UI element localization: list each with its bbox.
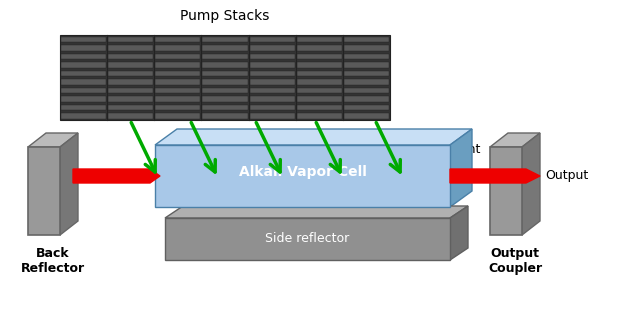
Bar [155,71,200,76]
Bar [28,147,60,235]
Bar [250,96,295,101]
Bar [61,105,106,110]
Text: Alkali Vapor Cell: Alkali Vapor Cell [238,165,366,179]
Bar [155,62,200,67]
Bar [297,113,342,118]
Bar [61,96,106,101]
Bar [108,105,154,110]
Bar [202,37,248,42]
Bar [344,105,389,110]
Bar [155,54,200,59]
Text: Pump Light: Pump Light [410,144,480,157]
Bar [344,37,389,42]
Bar [155,79,200,84]
Polygon shape [28,133,78,147]
Bar [250,71,295,76]
Bar [61,54,106,59]
Bar [155,45,200,50]
Bar [155,105,200,110]
Text: Output
Coupler: Output Coupler [488,247,542,275]
Bar [155,96,200,101]
Text: Side reflector: Side reflector [265,232,349,245]
Bar [108,71,154,76]
Bar [108,88,154,93]
Bar [250,62,295,67]
Bar [297,62,342,67]
Bar [202,45,248,50]
Bar [297,105,342,110]
Bar [297,96,342,101]
Bar [108,54,154,59]
Bar [297,54,342,59]
Bar [61,71,106,76]
Bar [297,88,342,93]
Polygon shape [522,133,540,235]
Bar [250,113,295,118]
Bar [250,79,295,84]
Polygon shape [450,206,468,260]
Bar [165,218,450,260]
Polygon shape [450,129,472,207]
Bar [202,62,248,67]
Bar [108,113,154,118]
FancyArrow shape [450,169,540,183]
Bar [297,45,342,50]
Bar [61,62,106,67]
Polygon shape [155,129,472,145]
Text: Pump Stacks: Pump Stacks [180,9,270,23]
Bar [250,88,295,93]
Bar [344,88,389,93]
Bar [108,45,154,50]
Bar [344,62,389,67]
Bar [61,45,106,50]
Bar [250,54,295,59]
Bar [61,113,106,118]
Bar [202,113,248,118]
Bar [60,35,390,120]
Bar [202,79,248,84]
Bar [344,71,389,76]
Bar [61,88,106,93]
Text: Back
Reflector: Back Reflector [21,247,85,275]
Bar [155,145,450,207]
Bar [344,79,389,84]
Bar [344,54,389,59]
Bar [297,71,342,76]
FancyArrow shape [73,169,160,183]
Bar [297,79,342,84]
Bar [155,88,200,93]
Bar [250,37,295,42]
Bar [202,96,248,101]
Bar [108,79,154,84]
Bar [61,37,106,42]
Bar [108,62,154,67]
Bar [344,96,389,101]
Bar [297,37,342,42]
Bar [202,71,248,76]
Bar [108,37,154,42]
Bar [202,88,248,93]
Bar [202,105,248,110]
Bar [344,113,389,118]
Bar [155,113,200,118]
Bar [108,96,154,101]
Text: Output: Output [545,169,588,182]
Polygon shape [490,133,540,147]
Bar [250,105,295,110]
Bar [202,54,248,59]
Bar [61,79,106,84]
Bar [250,45,295,50]
Bar [155,37,200,42]
Bar [344,45,389,50]
Bar [490,147,522,235]
Polygon shape [165,206,468,218]
Polygon shape [60,133,78,235]
